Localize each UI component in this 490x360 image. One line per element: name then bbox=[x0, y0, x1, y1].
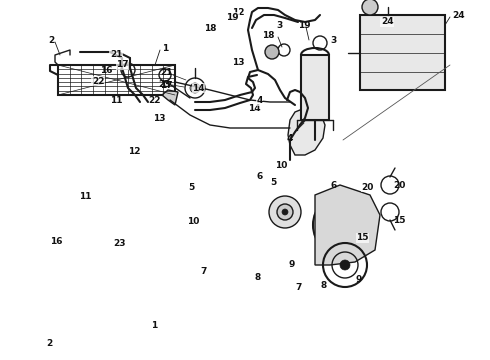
Text: 14: 14 bbox=[248, 104, 261, 112]
Text: 16: 16 bbox=[100, 66, 113, 75]
Text: 4: 4 bbox=[287, 134, 294, 143]
Text: 20: 20 bbox=[393, 180, 405, 189]
Text: 18: 18 bbox=[262, 31, 274, 40]
Text: 10: 10 bbox=[187, 217, 200, 226]
Text: 1: 1 bbox=[162, 44, 168, 53]
Circle shape bbox=[190, 83, 200, 93]
Circle shape bbox=[282, 209, 288, 215]
Text: 11: 11 bbox=[79, 192, 92, 201]
Circle shape bbox=[277, 204, 293, 220]
Text: 2: 2 bbox=[48, 36, 54, 45]
Text: 7: 7 bbox=[295, 284, 301, 292]
Text: 3: 3 bbox=[276, 21, 282, 30]
Text: 11: 11 bbox=[110, 95, 122, 104]
Text: 15: 15 bbox=[393, 216, 406, 225]
Polygon shape bbox=[162, 90, 178, 105]
Bar bbox=[360, 15, 445, 90]
Text: 2: 2 bbox=[46, 339, 52, 348]
Text: 24: 24 bbox=[381, 17, 393, 26]
Text: 13: 13 bbox=[153, 114, 166, 123]
Text: 8: 8 bbox=[254, 273, 260, 282]
Text: 5: 5 bbox=[270, 177, 276, 186]
Text: 17: 17 bbox=[160, 81, 172, 90]
Text: 24: 24 bbox=[452, 10, 465, 19]
Text: 20: 20 bbox=[361, 183, 374, 192]
Circle shape bbox=[340, 260, 350, 270]
Text: 9: 9 bbox=[355, 275, 362, 284]
Text: 21: 21 bbox=[110, 50, 122, 59]
Text: 22: 22 bbox=[92, 77, 104, 86]
Text: 12: 12 bbox=[232, 8, 245, 17]
Text: 19: 19 bbox=[298, 21, 311, 30]
Bar bbox=[301, 55, 329, 120]
Circle shape bbox=[362, 0, 378, 15]
Text: 8: 8 bbox=[320, 280, 326, 289]
Text: 16: 16 bbox=[50, 237, 63, 246]
Text: 19: 19 bbox=[226, 13, 239, 22]
Text: 6: 6 bbox=[257, 172, 263, 181]
Text: 22: 22 bbox=[148, 95, 161, 104]
Text: 23: 23 bbox=[113, 239, 125, 248]
Text: 12: 12 bbox=[128, 147, 141, 156]
Circle shape bbox=[265, 45, 279, 59]
Text: 7: 7 bbox=[200, 267, 207, 276]
Text: 5: 5 bbox=[188, 183, 194, 192]
Text: 1: 1 bbox=[151, 321, 157, 330]
Text: 23: 23 bbox=[158, 80, 171, 89]
Text: 13: 13 bbox=[232, 58, 245, 67]
Text: 17: 17 bbox=[116, 60, 129, 69]
Text: 21: 21 bbox=[160, 68, 172, 77]
Text: 14: 14 bbox=[192, 84, 205, 93]
Text: 4: 4 bbox=[256, 96, 263, 105]
Circle shape bbox=[269, 196, 301, 228]
Text: 3: 3 bbox=[330, 36, 336, 45]
Circle shape bbox=[342, 222, 348, 228]
Text: 10: 10 bbox=[275, 161, 287, 170]
Text: 18: 18 bbox=[204, 24, 217, 33]
Polygon shape bbox=[315, 185, 380, 265]
Text: 15: 15 bbox=[356, 233, 369, 242]
Text: 6: 6 bbox=[330, 180, 336, 189]
Polygon shape bbox=[288, 108, 325, 155]
Text: 9: 9 bbox=[288, 260, 295, 269]
